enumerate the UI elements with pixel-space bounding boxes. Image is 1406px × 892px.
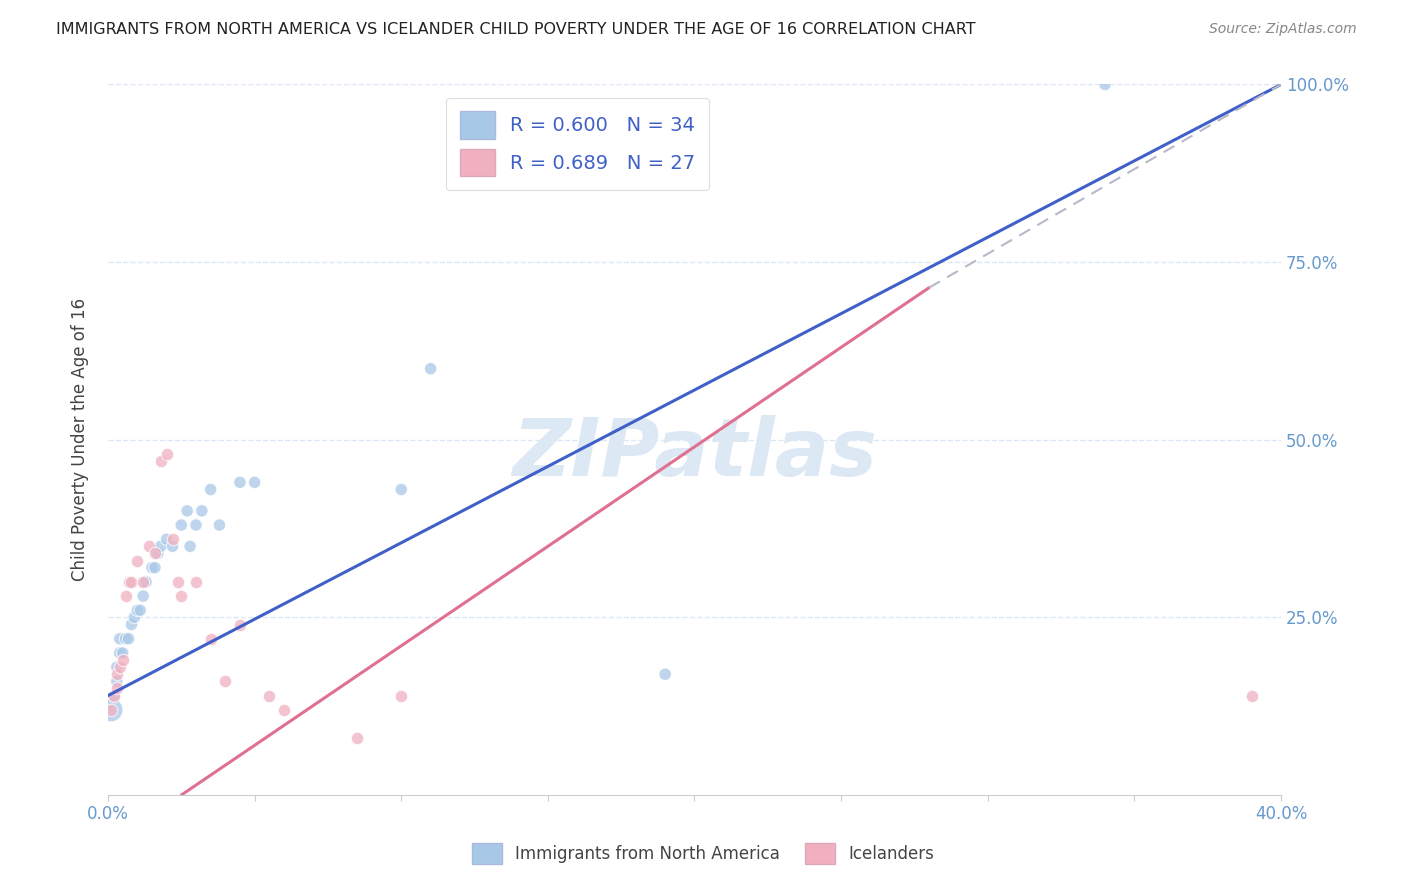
Point — [124, 610, 146, 624]
Point — [114, 589, 136, 603]
Point — [389, 483, 412, 497]
Text: Source: ZipAtlas.com: Source: ZipAtlas.com — [1209, 22, 1357, 37]
Point — [103, 689, 125, 703]
Point — [100, 703, 122, 717]
Point — [184, 518, 207, 533]
Point — [419, 361, 441, 376]
Legend: Immigrants from North America, Icelanders: Immigrants from North America, Icelander… — [465, 837, 941, 871]
Point — [200, 483, 222, 497]
Point — [149, 539, 172, 553]
Point — [132, 589, 155, 603]
Point — [105, 660, 128, 674]
Point — [156, 533, 179, 547]
Point — [259, 689, 281, 703]
Point — [243, 475, 266, 490]
Point — [200, 632, 222, 646]
Point — [120, 617, 142, 632]
Point — [127, 603, 149, 617]
Point — [141, 560, 163, 574]
Point — [167, 574, 190, 589]
Point — [105, 674, 128, 689]
Point — [114, 632, 136, 646]
Point — [103, 689, 125, 703]
Point — [208, 518, 231, 533]
Point — [346, 731, 368, 746]
Text: IMMIGRANTS FROM NORTH AMERICA VS ICELANDER CHILD POVERTY UNDER THE AGE OF 16 COR: IMMIGRANTS FROM NORTH AMERICA VS ICELAND… — [56, 22, 976, 37]
Point — [156, 447, 179, 461]
Point — [214, 674, 236, 689]
Point — [143, 546, 166, 560]
Point — [135, 574, 157, 589]
Point — [179, 539, 201, 553]
Point — [138, 539, 160, 553]
Point — [176, 504, 198, 518]
Point — [105, 681, 128, 696]
Y-axis label: Child Poverty Under the Age of 16: Child Poverty Under the Age of 16 — [72, 298, 89, 582]
Point — [117, 632, 139, 646]
Point — [111, 646, 134, 660]
Legend: R = 0.600   N = 34, R = 0.689   N = 27: R = 0.600 N = 34, R = 0.689 N = 27 — [446, 98, 709, 190]
Point — [129, 603, 152, 617]
Point — [149, 454, 172, 468]
Point — [108, 646, 131, 660]
Point — [146, 546, 169, 560]
Point — [100, 703, 122, 717]
Point — [162, 539, 184, 553]
Text: ZIPatlas: ZIPatlas — [512, 415, 877, 493]
Point — [229, 617, 252, 632]
Point — [170, 589, 193, 603]
Point — [1094, 78, 1116, 92]
Point — [105, 667, 128, 681]
Point — [191, 504, 214, 518]
Point — [1240, 689, 1263, 703]
Point — [120, 574, 142, 589]
Point — [654, 667, 676, 681]
Point — [111, 653, 134, 667]
Point — [184, 574, 207, 589]
Point — [389, 689, 412, 703]
Point — [108, 632, 131, 646]
Point — [127, 553, 149, 567]
Point — [117, 574, 139, 589]
Point — [229, 475, 252, 490]
Point — [108, 660, 131, 674]
Point — [273, 703, 295, 717]
Point — [162, 533, 184, 547]
Point — [143, 560, 166, 574]
Point — [170, 518, 193, 533]
Point — [132, 574, 155, 589]
